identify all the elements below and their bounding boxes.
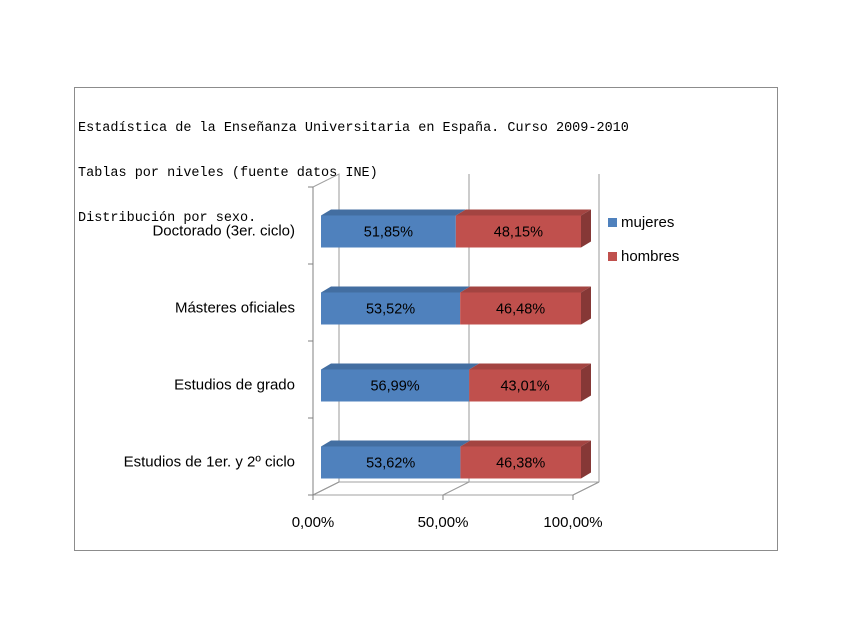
data-label-mujeres-2: 56,99% bbox=[370, 379, 419, 395]
legend-label-hombres: hombres bbox=[621, 247, 680, 265]
bar-mujeres-2 bbox=[321, 369, 470, 402]
category-label-2: Estudios de grado bbox=[174, 377, 295, 394]
bar-mujeres-3 bbox=[321, 446, 461, 479]
data-label-hombres-3: 46,38% bbox=[496, 456, 545, 472]
bar-hombres-1 bbox=[460, 292, 581, 325]
category-label-0: Doctorado (3er. ciclo) bbox=[152, 223, 295, 240]
bar-mujeres-0 bbox=[321, 215, 456, 248]
floor-grid-0 bbox=[312, 481, 340, 496]
category-label-3: Estudios de 1er. y 2º ciclo bbox=[124, 454, 295, 471]
chart-title-line-1: Estadística de la Enseñanza Universitari… bbox=[78, 121, 629, 136]
legend-swatch-mujeres bbox=[608, 217, 617, 227]
x-tick-label-2: 100,00% bbox=[543, 514, 602, 531]
bar-hombres-3 bbox=[460, 446, 581, 479]
chart-title-line-3: Distribución por sexo. bbox=[78, 211, 257, 226]
bar-side-hombres-2 bbox=[581, 363, 591, 402]
legend-swatch-hombres bbox=[608, 251, 617, 261]
bar-side-hombres-1 bbox=[581, 286, 591, 325]
x-tick-label-0: 0,00% bbox=[292, 514, 335, 531]
data-label-hombres-1: 46,48% bbox=[496, 302, 545, 318]
bar-top-hombres-3 bbox=[460, 440, 591, 447]
legend-item-hombres: hombres bbox=[608, 239, 679, 273]
bar-top-mujeres-3 bbox=[321, 440, 471, 447]
chart-legend: mujeres hombres bbox=[608, 205, 679, 273]
chart-title-line-2: Tablas por niveles (fuente datos INE) bbox=[78, 166, 378, 181]
bar-top-hombres-2 bbox=[469, 363, 591, 370]
bar-top-mujeres-2 bbox=[321, 363, 480, 370]
bar-side-hombres-3 bbox=[581, 440, 591, 479]
legend-item-mujeres: mujeres bbox=[608, 205, 679, 239]
bar-top-mujeres-1 bbox=[321, 286, 471, 293]
legend-label-mujeres: mujeres bbox=[621, 213, 675, 231]
bar-side-hombres-0 bbox=[581, 209, 591, 248]
bar-top-mujeres-0 bbox=[321, 209, 466, 216]
data-label-hombres-2: 43,01% bbox=[500, 379, 549, 395]
bar-top-hombres-1 bbox=[460, 286, 591, 293]
data-label-mujeres-3: 53,62% bbox=[366, 456, 415, 472]
data-label-mujeres-1: 53,52% bbox=[366, 302, 415, 318]
bar-hombres-0 bbox=[455, 215, 581, 248]
data-label-hombres-0: 48,15% bbox=[494, 225, 543, 241]
bar-top-hombres-0 bbox=[455, 209, 591, 216]
category-label-1: Másteres oficiales bbox=[175, 300, 295, 317]
floor-grid-1 bbox=[442, 481, 470, 496]
bar-mujeres-1 bbox=[321, 292, 461, 325]
x-tick-label-1: 50,00% bbox=[418, 514, 469, 531]
chart-title: Estadística de la Enseñanza Universitari… bbox=[78, 91, 629, 256]
floor-grid-2 bbox=[572, 481, 600, 496]
data-label-mujeres-0: 51,85% bbox=[364, 225, 413, 241]
bar-hombres-2 bbox=[469, 369, 581, 402]
